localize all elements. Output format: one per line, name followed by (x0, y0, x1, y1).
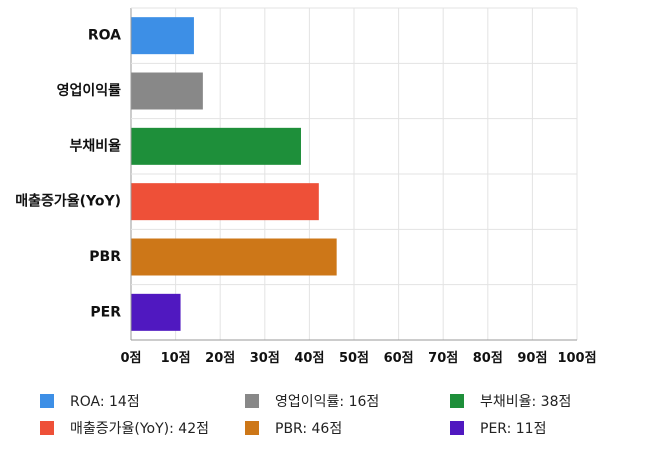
legend-label: PER: 11점 (480, 421, 547, 437)
legend-swatch (450, 394, 464, 408)
x-tick-label: 100점 (557, 351, 596, 366)
legend-label: 매출증가율(YoY): 42점 (70, 421, 209, 437)
x-tick-label: 60점 (384, 351, 414, 366)
category-label: ROA (88, 28, 121, 44)
bar (131, 293, 181, 331)
legend-item: 부채비율: 38점 (450, 388, 571, 414)
x-tick-label: 50점 (339, 351, 369, 366)
x-tick-label: 70점 (428, 351, 458, 366)
x-tick-labels: 0점 10점 20점 30점 40점 50점 60점 70점 80점 90점 100점 (120, 351, 596, 366)
category-label: 매출증가율(YoY) (15, 193, 121, 210)
x-tick-label: 80점 (473, 351, 503, 366)
bar (131, 238, 337, 276)
legend-item: ROA: 14점 (40, 388, 140, 414)
legend-swatch (40, 421, 54, 435)
legend-swatch (245, 394, 259, 408)
bar (131, 72, 203, 110)
category-label: 영업이익률 (57, 82, 122, 99)
x-tick-label: 20점 (205, 351, 235, 366)
x-tick-label: 10점 (161, 351, 191, 366)
legend-label: 부채비율: 38점 (480, 394, 572, 410)
category-label: 부채비율 (69, 137, 121, 154)
legend-swatch (40, 394, 54, 408)
x-tick-label: 40점 (294, 351, 324, 366)
x-tick-label: 90점 (517, 351, 547, 366)
bar (131, 183, 319, 221)
legend-item: 영업이익률: 16점 (245, 388, 379, 414)
legend-item: 매출증가율(YoY): 42점 (40, 415, 209, 441)
bars (131, 17, 337, 331)
x-tick-label: 0점 (120, 351, 141, 366)
legend-label: PBR: 46점 (275, 421, 343, 437)
legend-item: PER: 11점 (450, 415, 546, 441)
legend-swatch (450, 421, 464, 435)
legend-item: PBR: 46점 (245, 415, 342, 441)
legend-swatch (245, 421, 259, 435)
legend-label: 영업이익률: 16점 (275, 394, 380, 410)
x-tick-label: 30점 (250, 351, 280, 366)
legend-label: ROA: 14점 (70, 394, 140, 410)
grid-lines (130, 7, 578, 341)
category-label: PER (90, 304, 121, 320)
category-label: PBR (89, 249, 121, 265)
bar (131, 17, 194, 55)
bar (131, 127, 301, 165)
